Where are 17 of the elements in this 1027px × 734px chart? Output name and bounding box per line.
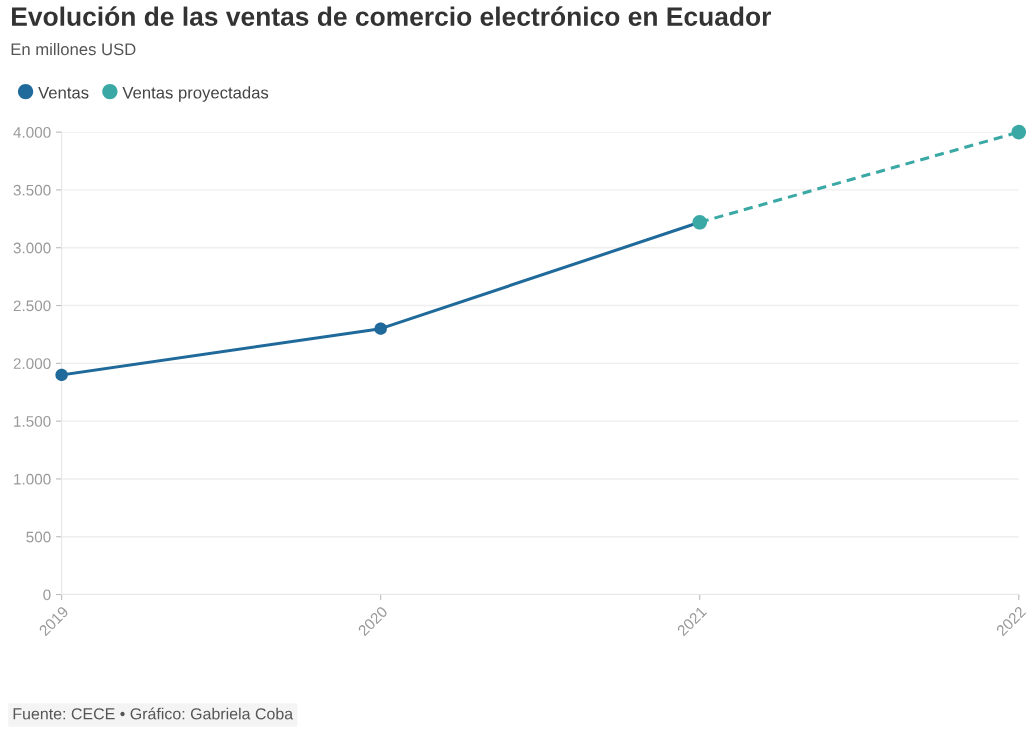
point bbox=[1011, 124, 1027, 140]
y-tick-label: 4.000 bbox=[13, 126, 51, 138]
y-tick-label: 500 bbox=[26, 531, 51, 543]
legend-label: Ventas bbox=[38, 86, 89, 99]
y-tick-label: 1.500 bbox=[14, 416, 51, 427]
point bbox=[374, 322, 387, 335]
y-tick-label: 2.000 bbox=[13, 358, 51, 370]
y-tick-label: 3.000 bbox=[13, 242, 51, 254]
y-tick-label: 3.500 bbox=[13, 184, 51, 196]
source-note: Fuente: CECE • Gráfico: Gabriela Coba bbox=[13, 707, 294, 720]
y-tick-label: 1.000 bbox=[14, 473, 51, 485]
chart-title: Evolución de las ventas de comercio electrónico en Ecuador bbox=[12, 6, 771, 26]
y-tick-label: 0 bbox=[43, 589, 51, 601]
legend-label: Ventas proyectadas bbox=[122, 86, 269, 102]
point bbox=[55, 368, 68, 382]
chart-subtitle: En millones USD bbox=[11, 42, 136, 56]
y-tick-label: 2.500 bbox=[13, 300, 51, 312]
